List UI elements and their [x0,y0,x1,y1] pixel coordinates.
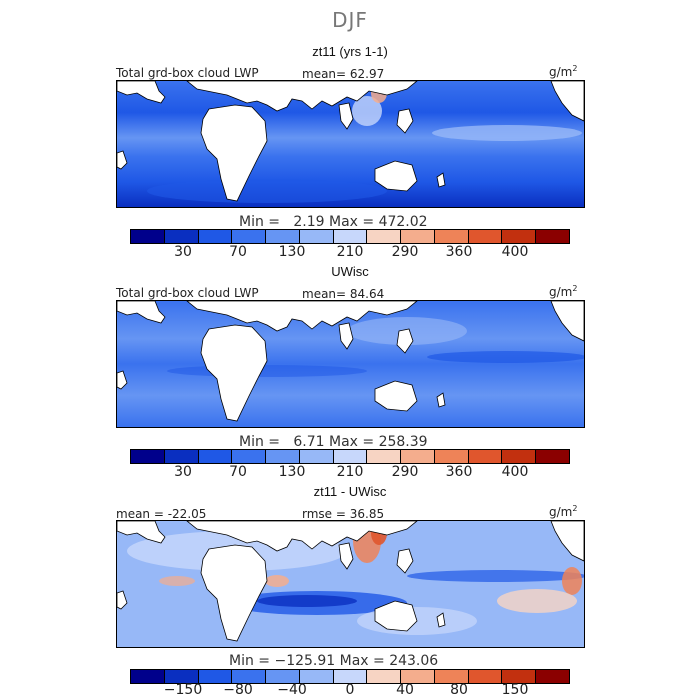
color-swatch [232,450,267,463]
color-swatch [198,670,233,683]
panel-3-tick: 150 [501,682,529,698]
panel-2-tick: 360 [445,464,473,480]
panel-2-tick: 70 [229,464,247,480]
color-swatch [131,230,165,243]
panel-2-tick: 400 [501,464,529,480]
panel-3-tick: −80 [223,682,253,698]
panel-2-tick: 290 [391,464,419,480]
color-swatch [164,230,199,243]
color-swatch [536,450,569,463]
panel-2-mean-label: mean= 84.64 [302,287,385,301]
color-swatch [434,230,469,243]
color-swatch [367,450,402,463]
color-swatch [434,450,469,463]
panel-3-tick: 80 [450,682,468,698]
panel-1-tick: 30 [174,244,192,260]
panel-3-title: zt11 - UWisc [313,484,387,499]
panel-1-tick: 360 [445,244,473,260]
color-swatch [536,670,569,683]
panel-1-tick: 70 [229,244,247,260]
color-swatch [468,670,503,683]
panel-3-minmax: Min = −125.91 Max = 243.06 [229,653,439,669]
color-swatch [266,230,300,243]
color-swatch [232,670,267,683]
panel-1-minmax: Min = 2.19 Max = 472.02 [239,214,428,230]
color-swatch [131,670,165,683]
color-swatch [536,230,569,243]
panel-1-tick: 210 [336,244,364,260]
panel-3-map [116,519,587,648]
color-swatch [401,450,435,463]
panel-3-mean-label: mean = -22.05 [116,507,207,521]
color-swatch [232,230,267,243]
color-swatch [468,230,503,243]
color-swatch [299,450,334,463]
panel-3-tick: 40 [396,682,414,698]
color-swatch [164,670,199,683]
color-swatch [367,670,402,683]
color-swatch [266,450,300,463]
panel-3-tick: −40 [277,682,307,698]
color-swatch [502,230,537,243]
panel-1-units: g/m2 [549,64,578,79]
color-swatch [333,450,368,463]
continents [116,80,585,202]
color-swatch [401,230,435,243]
color-swatch [502,670,537,683]
panel-3-tick: 0 [345,682,355,698]
panel-2-field-label: Total grd-box cloud LWP [116,286,259,300]
panel-2-minmax: Min = 6.71 Max = 258.39 [239,434,428,450]
panel-2-tick: 30 [174,464,192,480]
panel-1-mean-label: mean= 62.97 [302,67,385,81]
color-swatch [164,450,199,463]
panel-2-title: UWisc [331,264,369,279]
color-swatch [266,670,300,683]
panel-2-tick: 210 [336,464,364,480]
panel-1-tick: 130 [278,244,306,260]
color-swatch [434,670,469,683]
panel-1-tick: 400 [501,244,529,260]
panel-2-map [116,300,587,428]
figure-title: DJF [332,8,368,32]
color-swatch [131,450,165,463]
panel-2-colorbar [130,449,570,464]
panel-1-tick: 290 [391,244,419,260]
color-swatch [333,230,368,243]
panel-1-title: zt11 (yrs 1-1) [312,44,388,59]
color-swatch [502,450,537,463]
color-swatch [299,230,334,243]
color-swatch [367,230,402,243]
panel-1-colorbar [130,229,570,244]
panel-3-rmse-label: rmse = 36.85 [302,507,385,521]
panel-3-colorbar [130,669,570,684]
panel-3-units: g/m2 [549,504,578,519]
panel-2-units: g/m2 [549,284,578,299]
color-swatch [333,670,368,683]
color-swatch [299,670,334,683]
panel-1-field-label: Total grd-box cloud LWP [116,66,259,80]
color-swatch [401,670,435,683]
color-swatch [198,230,233,243]
color-swatch [468,450,503,463]
color-swatch [198,450,233,463]
panel-2-tick: 130 [278,464,306,480]
panel-3-tick: −150 [163,682,203,698]
panel-1-map [116,80,585,208]
